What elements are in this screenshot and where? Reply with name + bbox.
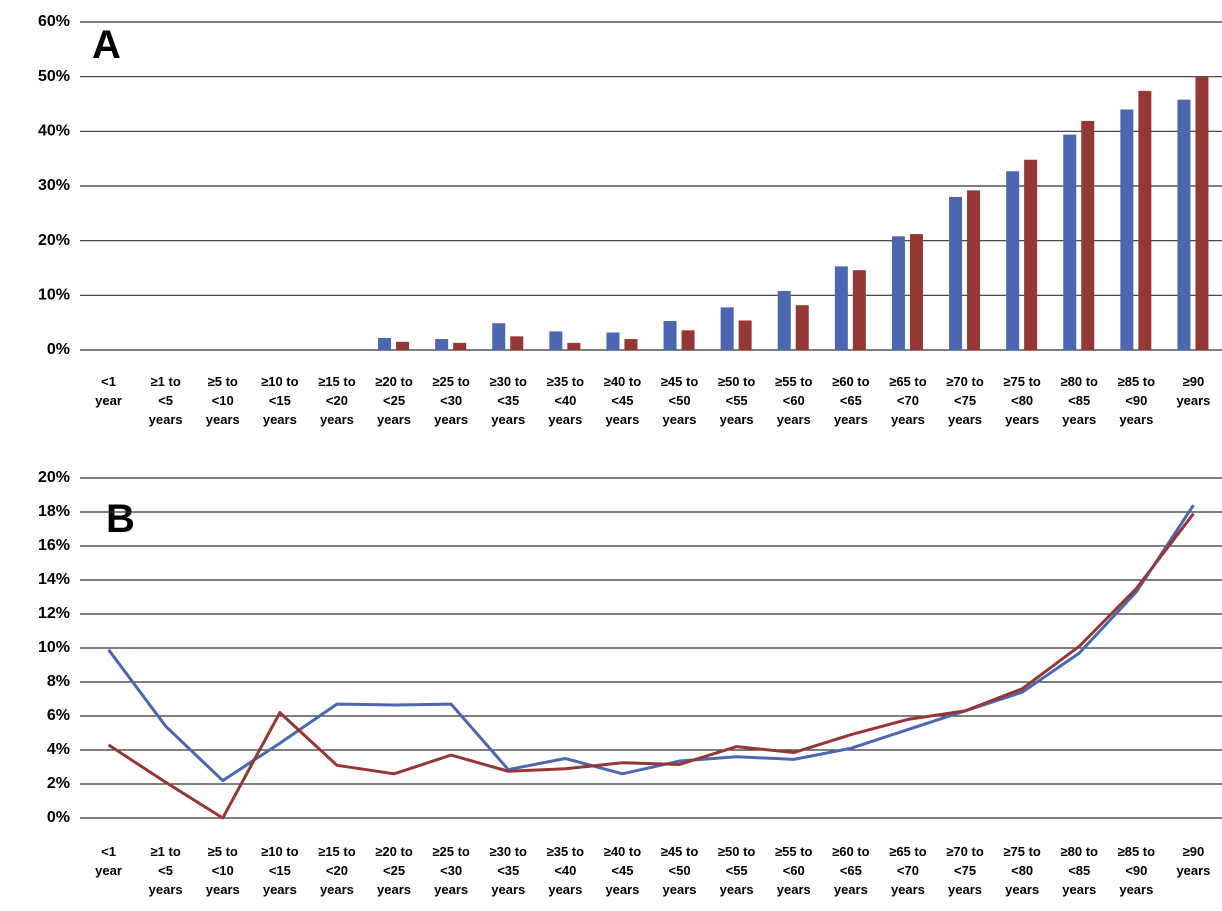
line-series	[107, 504, 1195, 783]
x-tick-label: ≥20 to <25 years	[375, 844, 413, 897]
bar	[492, 323, 506, 350]
y-tick-label: 4%	[47, 741, 70, 758]
x-tick-label: ≥25 to <30 years	[432, 374, 470, 427]
x-tick-label: ≥75 to <80 years	[1003, 844, 1041, 897]
y-tick-label: 6%	[47, 707, 70, 724]
x-tick-label: ≥25 to <30 years	[432, 844, 470, 897]
x-tick-label: ≥70 to <75 years	[946, 374, 984, 427]
y-tick-label: 20%	[38, 469, 70, 486]
x-tick-label: ≥55 to <60 years	[775, 374, 813, 427]
bar	[378, 337, 392, 350]
y-tick-label: 12%	[38, 605, 70, 622]
bar	[949, 196, 963, 350]
y-tick-label: 8%	[47, 673, 70, 690]
x-tick-label: ≥45 to <50 years	[660, 844, 699, 897]
line-series	[107, 512, 1195, 820]
x-tick-label: ≥55 to <60 years	[775, 844, 813, 897]
bar	[738, 320, 752, 350]
bar	[1006, 171, 1020, 350]
bar	[681, 330, 695, 350]
x-tick-label: ≥15 to <20 years	[318, 844, 356, 897]
bar	[1177, 99, 1191, 350]
bar	[453, 342, 467, 350]
bar	[435, 339, 449, 350]
x-tick-label: ≥35 to <40 years	[546, 844, 585, 897]
bar	[567, 342, 581, 350]
x-tick-label: ≥10 to <15 years	[261, 844, 299, 897]
x-tick-label: ≥50 to <55 years	[717, 844, 756, 897]
bar	[1120, 109, 1134, 350]
bar	[720, 307, 734, 350]
bar	[624, 339, 638, 350]
x-tick-label: ≥70 to <75 years	[946, 844, 984, 897]
x-tick-label: ≥30 to <35 years	[489, 844, 527, 897]
x-tick-label: ≥90 years	[1176, 844, 1211, 878]
bar	[909, 234, 923, 350]
bar	[795, 305, 809, 350]
y-tick-label: 0%	[47, 809, 70, 826]
x-tick-label: ≥20 to <25 years	[375, 374, 413, 427]
x-tick-label: ≥1 to <5 years	[148, 844, 183, 897]
x-tick-label: ≥75 to <80 years	[1003, 374, 1041, 427]
x-tick-label: ≥15 to <20 years	[318, 374, 356, 427]
x-tick-label: ≥60 to <65 years	[832, 844, 870, 897]
y-tick-label: 14%	[38, 571, 70, 588]
x-tick-label: ≥5 to <10 years	[205, 374, 240, 427]
y-tick-label: 50%	[38, 68, 70, 85]
x-tick-label: <1 year	[95, 844, 122, 878]
x-tick-label: ≥30 to <35 years	[489, 374, 527, 427]
bar	[663, 321, 677, 350]
x-tick-label: ≥80 to <85 years	[1060, 844, 1098, 897]
y-tick-label: 20%	[38, 232, 70, 249]
x-tick-label: ≥1 to <5 years	[148, 374, 183, 427]
y-tick-label: 16%	[38, 537, 70, 554]
x-tick-label: ≥60 to <65 years	[832, 374, 870, 427]
bar	[834, 266, 848, 350]
x-tick-label: ≥35 to <40 years	[546, 374, 585, 427]
x-tick-label: ≥65 to <70 years	[889, 844, 927, 897]
x-tick-label: ≥80 to <85 years	[1060, 374, 1098, 427]
y-tick-label: 10%	[38, 639, 70, 656]
x-tick-label: ≥65 to <70 years	[889, 374, 927, 427]
x-tick-label: ≥40 to <45 years	[603, 374, 642, 427]
y-tick-label: 40%	[38, 123, 70, 140]
panel-title: B	[106, 497, 135, 541]
bar	[396, 341, 410, 350]
y-tick-label: 2%	[47, 775, 70, 792]
x-tick-label: ≥10 to <15 years	[261, 374, 299, 427]
x-tick-label: ≥5 to <10 years	[205, 844, 240, 897]
bar	[1138, 90, 1152, 350]
x-tick-label: ≥90 years	[1176, 374, 1211, 408]
bar	[549, 331, 563, 350]
bar	[1063, 134, 1077, 350]
y-tick-label: 18%	[38, 503, 70, 520]
bar	[606, 332, 620, 350]
bar	[891, 236, 905, 350]
y-tick-label: 30%	[38, 177, 70, 194]
bar	[1081, 120, 1095, 351]
bar	[967, 190, 981, 350]
x-tick-label: ≥45 to <50 years	[660, 374, 699, 427]
x-tick-label: <1 year	[95, 374, 122, 408]
bar	[852, 270, 866, 350]
x-tick-label: ≥85 to <90 years	[1117, 844, 1156, 897]
y-tick-label: 10%	[38, 287, 70, 304]
bar	[777, 290, 791, 350]
x-tick-label: ≥40 to <45 years	[603, 844, 642, 897]
bar	[1195, 76, 1209, 351]
panel-title: A	[92, 23, 121, 67]
x-tick-label: ≥85 to <90 years	[1117, 374, 1156, 427]
x-tick-label: ≥50 to <55 years	[717, 374, 756, 427]
bar	[1024, 159, 1038, 350]
bar	[510, 336, 524, 350]
y-tick-label: 0%	[47, 341, 70, 358]
y-tick-label: 60%	[38, 13, 70, 30]
